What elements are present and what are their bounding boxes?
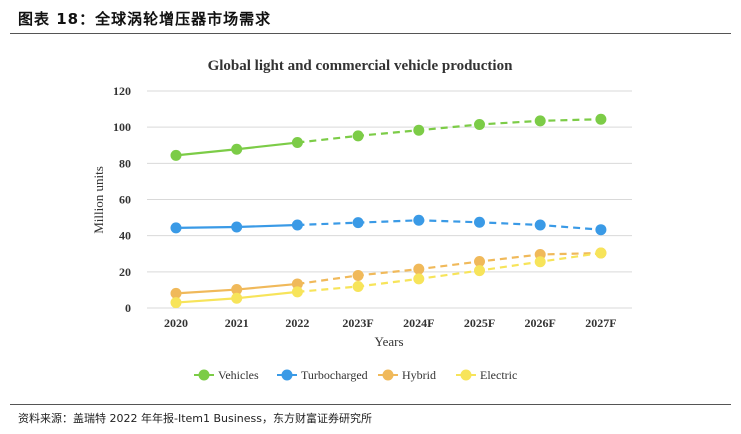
- data-point-turbocharged: [231, 221, 243, 233]
- data-point-hybrid: [413, 263, 425, 275]
- x-tick-label: 2025F: [464, 316, 495, 330]
- data-point-vehicles: [231, 143, 243, 155]
- x-tick-label: 2023F: [342, 316, 373, 330]
- series-line-turbocharged-forecast: [297, 219, 601, 231]
- x-tick-label: 2020: [164, 316, 188, 330]
- data-point-turbocharged: [170, 222, 182, 234]
- data-point-turbocharged: [595, 224, 607, 236]
- series-line-vehicles-forecast: [297, 118, 601, 144]
- series-line-hybrid-forecast: [297, 251, 601, 286]
- footer-divider: [10, 404, 731, 405]
- figure-header: 图表 18：全球涡轮增压器市场需求: [18, 10, 272, 28]
- data-point-vehicles: [352, 130, 364, 142]
- x-tick-label: 2027F: [585, 316, 616, 330]
- legend-label: Turbocharged: [301, 368, 368, 382]
- data-point-vehicles: [413, 124, 425, 136]
- y-tick-label: 40: [119, 229, 131, 243]
- data-point-electric: [413, 273, 425, 285]
- data-point-vehicles: [534, 115, 546, 127]
- y-tick-label: 20: [119, 265, 131, 279]
- data-point-turbocharged: [534, 219, 546, 231]
- chart-title: Global light and commercial vehicle prod…: [208, 58, 514, 74]
- data-point-electric: [170, 297, 182, 309]
- data-point-electric: [534, 256, 546, 268]
- x-tick-label: 2026F: [525, 316, 556, 330]
- x-axis-label: Years: [374, 334, 403, 349]
- data-point-electric: [474, 265, 485, 277]
- data-point-turbocharged: [352, 217, 364, 229]
- data-point-vehicles: [170, 149, 182, 161]
- legend-marker-electric: [460, 369, 472, 381]
- y-tick-label: 120: [113, 84, 131, 98]
- y-axis-label: Million units: [91, 166, 106, 234]
- legend-label: Electric: [480, 368, 517, 382]
- data-point-vehicles: [474, 118, 485, 130]
- legend-label: Hybrid: [402, 368, 436, 382]
- y-tick-label: 60: [119, 193, 131, 207]
- x-tick-label: 2024F: [403, 316, 434, 330]
- x-tick-label: 2021: [225, 316, 249, 330]
- data-point-vehicles: [595, 113, 607, 125]
- y-tick-label: 0: [125, 301, 131, 315]
- x-tick-label: 2022: [285, 316, 309, 330]
- legend-marker-turbocharged: [281, 369, 293, 381]
- data-point-electric: [595, 247, 607, 259]
- data-point-vehicles: [291, 137, 303, 149]
- y-tick-label: 80: [119, 156, 131, 170]
- y-tick-label: 100: [113, 120, 131, 134]
- data-point-turbocharged: [474, 216, 485, 228]
- data-point-electric: [231, 292, 243, 304]
- legend-marker-vehicles: [198, 369, 210, 381]
- legend-marker-hybrid: [382, 369, 394, 381]
- data-point-electric: [352, 280, 364, 292]
- data-point-hybrid: [170, 287, 182, 299]
- data-point-electric: [291, 286, 303, 298]
- data-point-hybrid: [474, 256, 485, 268]
- data-point-turbocharged: [413, 214, 425, 226]
- source-note: 资料来源：盖瑞特 2022 年年报-Item1 Business，东方财富证券研…: [18, 412, 372, 425]
- data-point-hybrid: [231, 284, 243, 296]
- data-point-hybrid: [291, 278, 303, 290]
- data-point-turbocharged: [291, 219, 303, 231]
- data-point-hybrid: [352, 269, 364, 281]
- legend-label: Vehicles: [218, 368, 259, 382]
- header-divider: [10, 33, 731, 34]
- series-line-electric-forecast: [297, 251, 602, 294]
